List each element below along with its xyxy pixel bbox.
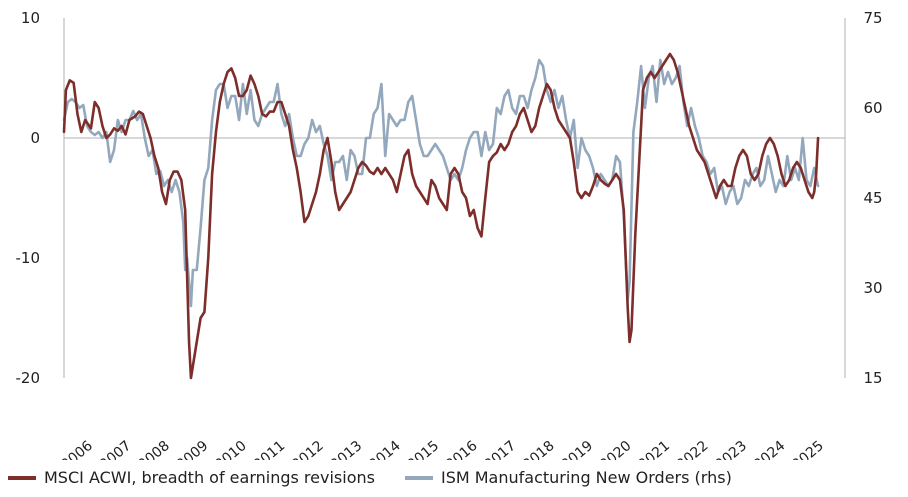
y-right-tick-label: 75 bbox=[863, 9, 882, 27]
legend-swatch-ism-new-orders bbox=[404, 475, 433, 480]
axes bbox=[63, 18, 846, 378]
x-tick-label: 2007 bbox=[97, 438, 135, 460]
y-left-tick-labels: -20 -10 0 10 bbox=[16, 9, 41, 387]
x-tick-label: 2011 bbox=[251, 438, 289, 460]
x-tick-label: 2022 bbox=[674, 438, 712, 460]
x-tick-label: 2023 bbox=[712, 438, 750, 460]
y-right-tick-labels: 15 30 45 60 75 bbox=[863, 9, 882, 387]
series-line-ism-new-orders bbox=[62, 58, 820, 308]
x-tick-label: 2025 bbox=[789, 438, 827, 460]
x-tick-label: 2008 bbox=[135, 438, 173, 460]
x-tick-label: 2015 bbox=[405, 438, 443, 460]
x-tick-label: 2024 bbox=[751, 438, 789, 460]
x-tick-labels: 2006 2007 2008 2009 2010 2011 2012 2013 2014 2015… bbox=[58, 438, 827, 460]
x-tick-label: 2014 bbox=[366, 438, 404, 460]
y-left-tick-label: -20 bbox=[16, 369, 41, 387]
y-right-tick-label: 15 bbox=[863, 369, 882, 387]
x-tick-label: 2016 bbox=[443, 438, 481, 460]
x-tick-label: 2006 bbox=[58, 438, 96, 460]
series-layer bbox=[62, 52, 820, 380]
x-tick-label: 2019 bbox=[559, 438, 597, 460]
y-right-tick-label: 60 bbox=[863, 99, 882, 117]
y-right-tick-label: 45 bbox=[863, 189, 882, 207]
y-left-tick-label: -10 bbox=[16, 249, 41, 267]
legend-item-earnings-revisions: MSCI ACWI, breadth of earnings revisions bbox=[8, 468, 375, 487]
y-left-tick-label: 0 bbox=[30, 129, 40, 147]
x-tick-label: 2010 bbox=[212, 438, 250, 460]
legend: MSCI ACWI, breadth of earnings revisions… bbox=[8, 468, 762, 487]
x-tick-label: 2009 bbox=[174, 438, 212, 460]
legend-swatch-earnings-revisions bbox=[8, 475, 36, 480]
y-left-tick-label: 10 bbox=[21, 9, 40, 27]
x-tick-label: 2021 bbox=[635, 438, 673, 460]
legend-label-earnings-revisions: MSCI ACWI, breadth of earnings revisions bbox=[44, 468, 375, 487]
legend-item-ism-new-orders: ISM Manufacturing New Orders (rhs) bbox=[404, 468, 732, 487]
x-tick-label: 2012 bbox=[289, 438, 327, 460]
y-right-tick-label: 30 bbox=[863, 279, 882, 297]
legend-label-ism-new-orders: ISM Manufacturing New Orders (rhs) bbox=[440, 468, 732, 487]
x-tick-label: 2020 bbox=[597, 438, 635, 460]
series-line-earnings-revisions bbox=[62, 52, 820, 380]
x-tick-label: 2013 bbox=[328, 438, 366, 460]
x-tick-label: 2017 bbox=[482, 438, 520, 460]
x-tick-label: 2018 bbox=[520, 438, 558, 460]
